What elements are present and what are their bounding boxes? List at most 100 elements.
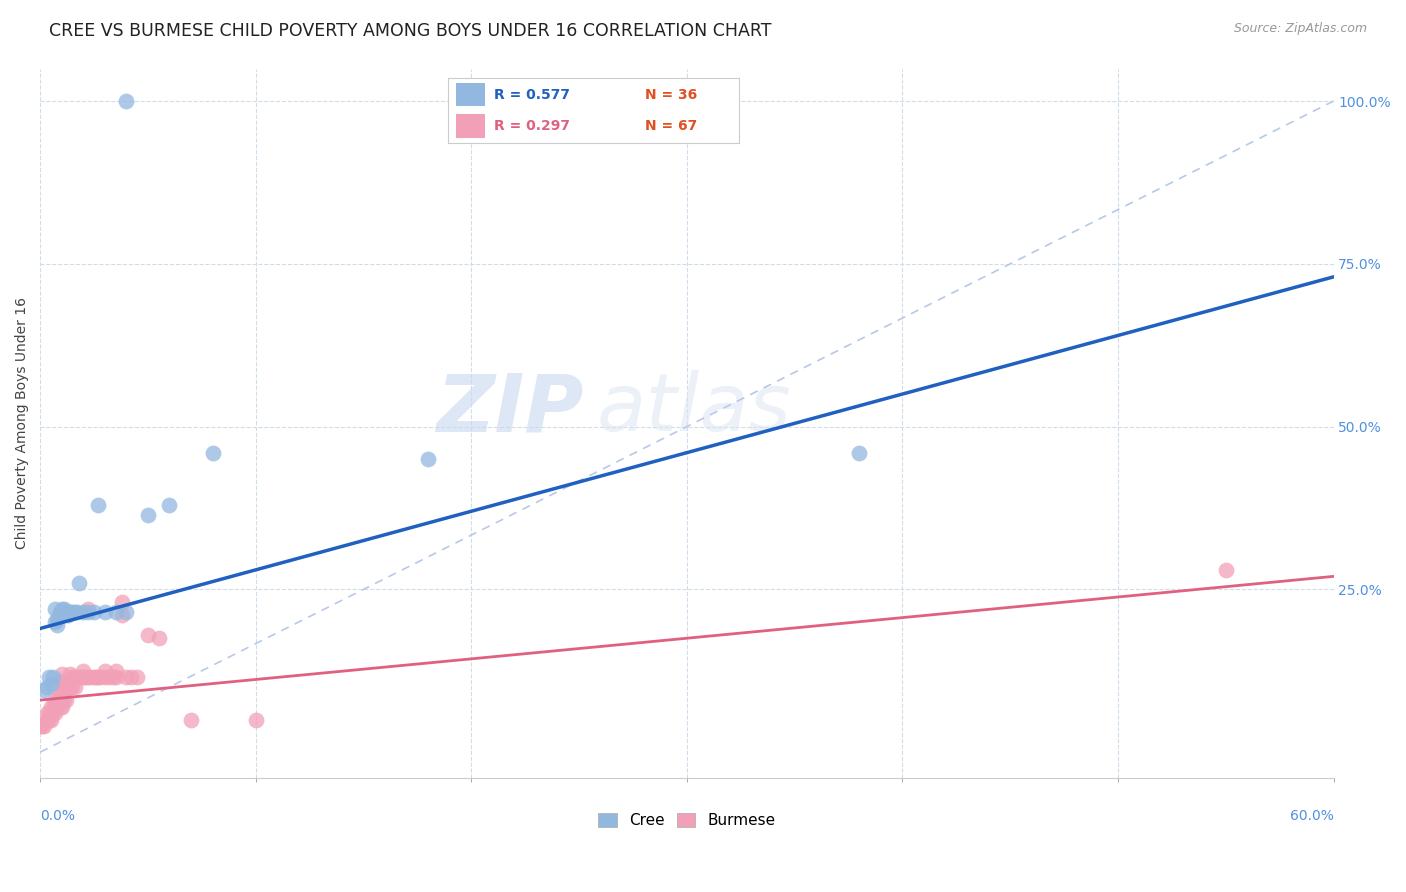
Point — [46, 699, 69, 714]
Point — [51, 605, 73, 619]
Point — [62, 670, 84, 684]
Point — [38, 706, 60, 720]
Point — [46, 618, 69, 632]
Point — [44, 615, 66, 629]
Point — [34, 719, 56, 733]
Point — [51, 667, 73, 681]
Point — [56, 673, 79, 688]
Point — [418, 452, 440, 467]
Point — [62, 680, 84, 694]
Point — [72, 605, 94, 619]
Point — [66, 670, 89, 684]
Point — [38, 670, 60, 684]
Point — [48, 608, 70, 623]
Point — [35, 713, 58, 727]
Point — [94, 670, 117, 684]
Y-axis label: Child Poverty Among Boys Under 16: Child Poverty Among Boys Under 16 — [15, 297, 30, 549]
Point — [51, 680, 73, 694]
Point — [115, 670, 138, 684]
Point — [79, 670, 101, 684]
Point — [42, 670, 65, 684]
Point — [51, 602, 73, 616]
Point — [63, 670, 86, 684]
Point — [66, 605, 89, 619]
Point — [72, 670, 94, 684]
Text: Source: ZipAtlas.com: Source: ZipAtlas.com — [1233, 22, 1367, 36]
Point — [84, 670, 107, 684]
Point — [72, 664, 94, 678]
Point — [62, 605, 84, 619]
Point — [35, 706, 58, 720]
Point — [44, 706, 66, 720]
Point — [111, 595, 134, 609]
Point — [115, 605, 138, 619]
Point — [83, 670, 105, 684]
Point — [34, 683, 56, 698]
Point — [39, 677, 62, 691]
Point — [104, 605, 127, 619]
Point — [48, 605, 70, 619]
Point — [115, 94, 138, 108]
Point — [39, 706, 62, 720]
Point — [848, 445, 870, 459]
Point — [42, 706, 65, 720]
Text: ZIP: ZIP — [436, 370, 583, 448]
Point — [89, 670, 111, 684]
Point — [42, 699, 65, 714]
Point — [136, 508, 159, 522]
Point — [55, 680, 77, 694]
Point — [111, 608, 134, 623]
Point — [39, 713, 62, 727]
Point — [56, 680, 79, 694]
Point — [39, 699, 62, 714]
Point — [48, 693, 70, 707]
Point — [148, 632, 170, 646]
Point — [59, 605, 82, 619]
Point — [52, 693, 75, 707]
Point — [59, 680, 82, 694]
Point — [51, 673, 73, 688]
Point — [136, 628, 159, 642]
Point — [98, 670, 121, 684]
Point — [44, 693, 66, 707]
Point — [94, 605, 117, 619]
Text: CREE VS BURMESE CHILD POVERTY AMONG BOYS UNDER 16 CORRELATION CHART: CREE VS BURMESE CHILD POVERTY AMONG BOYS… — [49, 22, 772, 40]
Point — [180, 713, 202, 727]
Point — [76, 602, 98, 616]
Point — [120, 670, 142, 684]
Text: 0.0%: 0.0% — [41, 809, 75, 822]
Point — [46, 612, 69, 626]
Point — [51, 687, 73, 701]
Point — [51, 693, 73, 707]
Point — [31, 719, 53, 733]
Point — [52, 605, 75, 619]
Point — [75, 670, 97, 684]
Point — [44, 699, 66, 714]
Point — [94, 664, 117, 678]
Point — [103, 670, 125, 684]
Point — [87, 670, 110, 684]
Point — [46, 693, 69, 707]
Point — [104, 664, 127, 678]
Point — [67, 670, 90, 684]
Point — [67, 575, 90, 590]
Point — [52, 602, 75, 616]
Point — [51, 699, 73, 714]
Point — [1215, 563, 1237, 577]
Point — [38, 713, 60, 727]
Point — [35, 680, 58, 694]
Point — [52, 680, 75, 694]
Point — [63, 680, 86, 694]
Point — [59, 667, 82, 681]
Legend: Cree, Burmese: Cree, Burmese — [592, 807, 782, 834]
Point — [48, 699, 70, 714]
Point — [70, 670, 93, 684]
Point — [83, 605, 105, 619]
Point — [48, 687, 70, 701]
Point — [76, 670, 98, 684]
Point — [51, 608, 73, 623]
Point — [76, 605, 98, 619]
Point — [159, 498, 181, 512]
Point — [30, 719, 52, 733]
Point — [63, 605, 86, 619]
